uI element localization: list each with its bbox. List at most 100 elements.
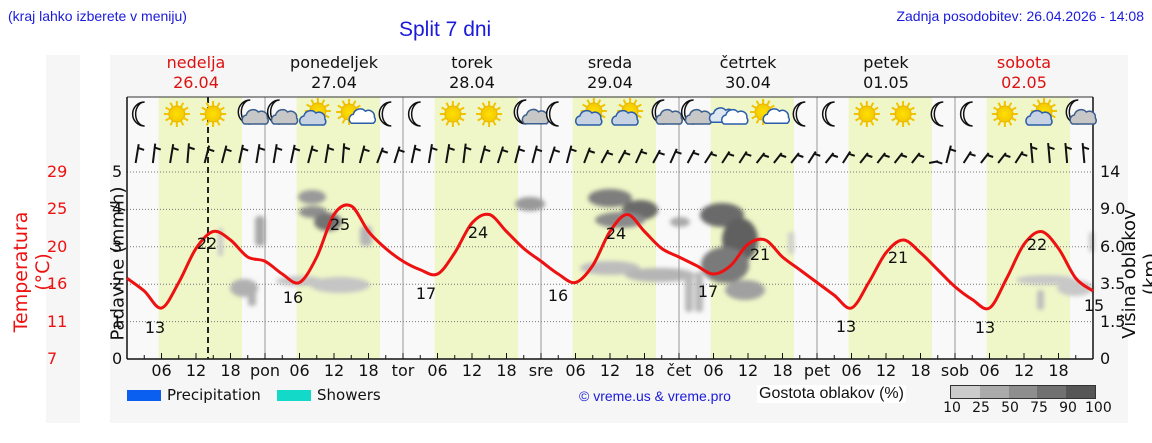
temperature-line <box>126 203 1094 311</box>
cloud-density-scale-label: 50 <box>1001 400 1019 416</box>
x-axis-label: 12 <box>875 361 897 380</box>
cloud-density-scale-label: 90 <box>1059 400 1077 416</box>
copyright-link[interactable]: © vreme.us & vreme.pro <box>579 388 731 404</box>
showers-swatch <box>277 390 311 401</box>
weather-icons <box>131 98 1097 127</box>
cloud-density-scale-label: 25 <box>972 400 990 416</box>
x-axis-label: 18 <box>634 361 655 380</box>
cloud-height-tick: 1.5 <box>1100 311 1126 331</box>
temperature-labels: 13 22 16 25 17 24 16 24 17 21 13 21 13 22 15 <box>145 215 1104 337</box>
temperature-extreme-label: 15 <box>1084 296 1104 315</box>
day-date: 28.04 <box>449 73 495 92</box>
wind-barbs <box>134 142 1090 165</box>
sun-icon <box>476 101 503 127</box>
location-hint: (kraj lahko izberete v meniju) <box>8 8 187 24</box>
x-axis-label: čet <box>666 361 692 380</box>
sun-small-cloud-icon <box>336 99 377 125</box>
x-axis-label: 06 <box>289 361 310 380</box>
x-axis-label: 18 <box>772 361 793 380</box>
day-label: petek 01.05 <box>817 53 955 93</box>
day-name: ponedeljek <box>290 53 378 72</box>
temperature-extreme-label: 13 <box>836 317 856 336</box>
temperature-extreme-label: 25 <box>330 215 350 234</box>
precipitation-tick: 4 <box>112 199 123 219</box>
cloud-density-swatch <box>1008 386 1038 398</box>
x-axis-label: 06 <box>151 361 172 380</box>
x-axis-label: 06 <box>565 361 586 380</box>
precipitation-tick: 1 <box>112 311 123 331</box>
cloud-height-tick: 0 <box>1100 349 1111 368</box>
precipitation-tick: 2 <box>112 274 123 294</box>
moon-cloud-icon <box>237 99 269 125</box>
temperature-extreme-label: 16 <box>283 288 303 307</box>
precipitation-legend-label: Precipitation <box>167 386 261 404</box>
day-date: 30.04 <box>725 73 771 92</box>
x-axis-label: 06 <box>841 361 862 380</box>
temperature-extreme-label: 17 <box>416 284 436 303</box>
x-axis-label: 12 <box>1013 361 1035 380</box>
x-axis-label: 12 <box>323 361 345 380</box>
temperature-tick: 25 <box>47 199 68 219</box>
x-axis-label: 12 <box>461 361 483 380</box>
moon-icon <box>378 101 392 127</box>
gridlines <box>127 171 1093 323</box>
last-update: Zadnja posodobitev: 26.04.2026 - 14:08 <box>896 8 1144 24</box>
moon-cloud-icon <box>651 99 683 125</box>
x-axis-label: 18 <box>496 361 517 380</box>
x-axis-label: 06 <box>703 361 724 380</box>
temperature-extreme-label: 24 <box>606 224 626 243</box>
precipitation-tick: 5 <box>112 162 123 181</box>
x-axis-label: 18 <box>358 361 379 380</box>
temperature-extreme-label: 22 <box>1027 235 1047 254</box>
day-name: sobota <box>996 53 1052 72</box>
day-name: sreda <box>587 53 633 72</box>
sun-cloud-icon <box>575 98 607 126</box>
moon-cloud-icon <box>1065 99 1097 125</box>
day-name: petek <box>863 53 909 72</box>
cloud-density-swatch <box>1066 386 1095 398</box>
cloud-density-swatch <box>1037 386 1067 398</box>
day-date: 26.04 <box>173 73 219 92</box>
cloud-density-scale-label: 100 <box>1085 400 1112 416</box>
sun-small-cloud-icon <box>750 99 791 125</box>
moon-icon <box>545 101 559 127</box>
page-title: Split 7 dni <box>399 18 492 41</box>
cloud-height-tick: 9.0 <box>1100 199 1126 219</box>
cloud-density-scale-label: 75 <box>1030 400 1048 416</box>
day-name: četrtek <box>719 53 777 72</box>
sun-cloud-icon <box>611 98 644 126</box>
day-date: 27.04 <box>311 73 357 92</box>
sun-cloud-icon <box>1025 98 1058 126</box>
x-ticks <box>143 353 1077 359</box>
sun-icon <box>890 101 917 127</box>
temperature-tick: 11 <box>47 311 68 331</box>
cloud-height-tick: 3.5 <box>1100 274 1126 294</box>
day-label: sreda 29.04 <box>541 53 679 93</box>
temperature-extreme-label: 13 <box>975 318 995 337</box>
sun-icon <box>439 101 466 127</box>
temperature-extreme-label: 13 <box>145 318 165 337</box>
x-axis-label: 18 <box>910 361 931 380</box>
temperature-extreme-label: 16 <box>548 286 568 305</box>
day-label: četrtek 30.04 <box>679 53 817 93</box>
x-axis-label: pon <box>249 361 281 380</box>
x-axis-label: 06 <box>979 361 1000 380</box>
x-axis-label: 12 <box>599 361 621 380</box>
cloud-height-tick: 14 <box>1100 162 1121 181</box>
cloud-height-tick: 6.0 <box>1100 236 1126 256</box>
temperature-extreme-label: 24 <box>468 223 488 242</box>
temperature-axis-panel <box>46 55 80 423</box>
moon-cloud-icon <box>266 99 299 125</box>
sun-icon <box>163 101 190 127</box>
precipitation-tick: 3 <box>112 236 123 256</box>
moon-icon <box>131 101 145 127</box>
x-axis-label: 06 <box>427 361 448 380</box>
x-axis-label: 18 <box>1048 361 1069 380</box>
cloud-density-swatch <box>979 386 1009 398</box>
day-label: ponedeljek 27.04 <box>265 53 403 93</box>
sun-icon <box>853 101 880 127</box>
cloud-density-scale-label: 10 <box>943 400 961 416</box>
day-separators <box>264 97 956 359</box>
precipitation-tick: 0 <box>112 349 123 368</box>
